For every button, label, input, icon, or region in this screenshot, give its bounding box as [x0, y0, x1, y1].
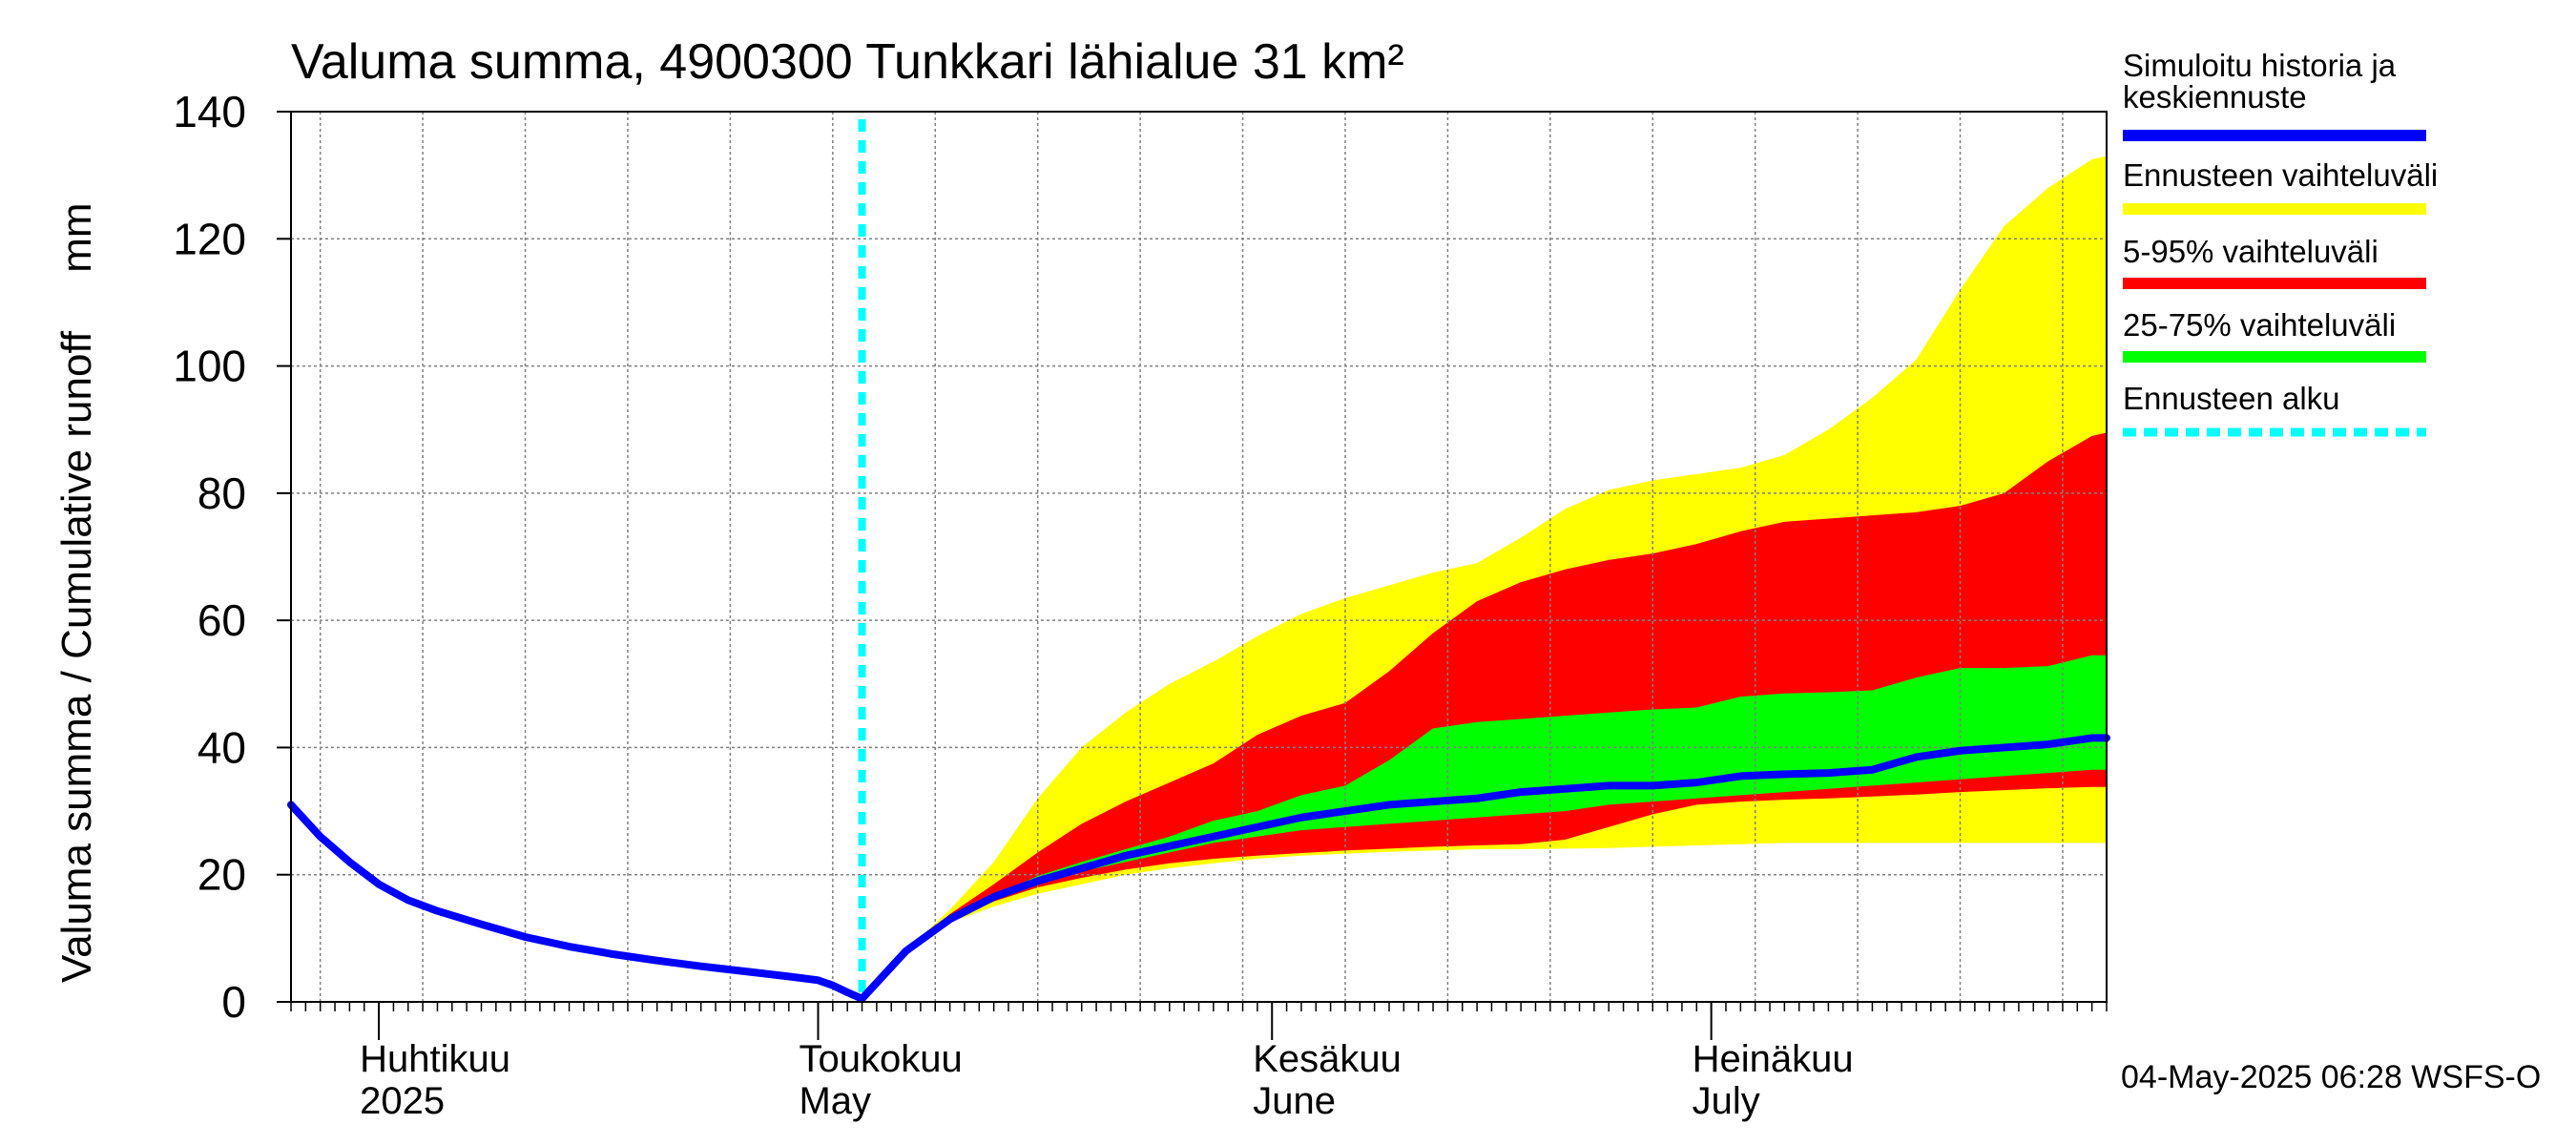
y-tick-label: 120 — [173, 214, 246, 263]
band-5-95 — [862, 432, 2107, 999]
y-tick-label: 20 — [197, 850, 246, 900]
x-month-label-en: May — [799, 1080, 871, 1122]
chart-title: Valuma summa, 4900300 Tunkkari lähialue … — [291, 34, 1404, 90]
legend-label: keskiennuste — [2123, 79, 2307, 114]
x-month-label-fi: Heinäkuu — [1693, 1038, 1854, 1080]
legend-label: Ennusteen alku — [2123, 381, 2340, 416]
band-25-75 — [862, 655, 2107, 999]
footer-timestamp: 04-May-2025 06:28 WSFS-O — [2121, 1059, 2541, 1095]
legend-label: 5-95% vaihteluväli — [2123, 234, 2379, 269]
legend-label: Simuloitu historia ja — [2123, 48, 2397, 83]
y-tick-label: 60 — [197, 595, 246, 645]
x-month-label-en: 2025 — [360, 1080, 445, 1122]
x-month-label-fi: Huhtikuu — [360, 1038, 510, 1080]
y-tick-label: 140 — [173, 87, 246, 136]
y-tick-label: 40 — [197, 722, 246, 772]
x-month-label-fi: Toukokuu — [799, 1038, 962, 1080]
median-runoff-line — [287, 734, 2110, 1003]
y-tick-label: 0 — [221, 977, 246, 1027]
x-month-label-en: July — [1693, 1080, 1760, 1122]
x-month-label-fi: Kesäkuu — [1253, 1038, 1402, 1080]
y-tick-label: 80 — [197, 468, 246, 518]
x-month-label-en: June — [1253, 1080, 1336, 1122]
legend-label: Ennusteen vaihteluväli — [2123, 157, 2438, 193]
plot-area — [287, 111, 2110, 1003]
y-tick-label: 100 — [173, 342, 246, 391]
y-axis-label: Valuma summa / Cumulative runoff mm — [53, 202, 100, 983]
legend-label: 25-75% vaihteluväli — [2123, 307, 2396, 343]
